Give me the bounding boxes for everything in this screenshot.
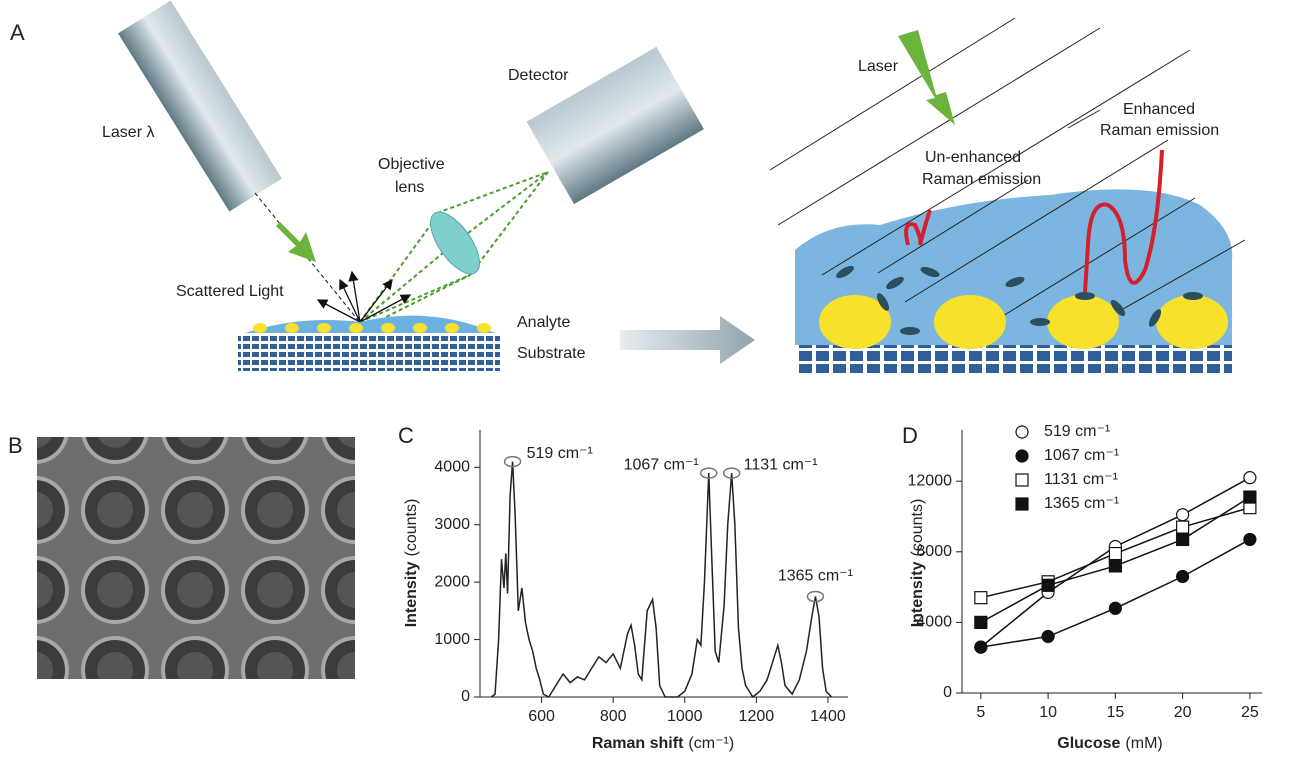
- scatter-arrows: [318, 272, 410, 322]
- point: [1109, 548, 1121, 560]
- panel-label: B: [8, 433, 23, 458]
- point: [975, 641, 987, 653]
- point: [975, 616, 987, 628]
- point: [1109, 602, 1121, 614]
- point: [1244, 491, 1256, 503]
- point: [975, 592, 987, 604]
- point: [1244, 533, 1256, 545]
- point: [1042, 631, 1054, 643]
- y-tick-label: 4000: [434, 459, 470, 476]
- y-label-unit: (counts): [909, 499, 926, 557]
- substrate: [238, 333, 500, 371]
- laser-arrow: [276, 222, 316, 262]
- y-tick-label: 3000: [434, 516, 470, 533]
- label: Substrate: [517, 345, 586, 362]
- y-tick-label: 0: [943, 684, 952, 701]
- point: [1177, 521, 1189, 533]
- y-label-bold: Intensity: [403, 561, 420, 627]
- point: [1244, 472, 1256, 484]
- point: [1042, 579, 1054, 591]
- label: Enhanced: [1123, 101, 1195, 118]
- panel-label: C: [398, 423, 414, 448]
- laser-arrow-zoom: [898, 30, 955, 125]
- legend-marker: [1016, 426, 1028, 438]
- x-tick-label: 1200: [739, 708, 775, 725]
- substrate-zoom: [795, 345, 1232, 373]
- legend-label: 1067 cm⁻¹: [1044, 447, 1119, 464]
- x-tick-label: 600: [528, 708, 555, 725]
- legend-label: 1365 cm⁻¹: [1044, 495, 1119, 512]
- panel-label: A: [10, 20, 25, 45]
- point: [1109, 560, 1121, 572]
- peak-label: 519 cm⁻¹: [527, 445, 593, 462]
- lens: [421, 204, 489, 281]
- x-axis-label: Glucose (mM): [1057, 735, 1162, 752]
- peak-label: 1131 cm⁻¹: [744, 456, 818, 473]
- label: Scattered Light: [176, 283, 284, 300]
- transition-arrow: [620, 316, 755, 364]
- figure: A Laser λ Detector Objective lens Scatte…: [0, 0, 1291, 757]
- legend-marker: [1016, 450, 1028, 462]
- peak-label: 1067 cm⁻¹: [624, 456, 699, 473]
- legend-marker: [1016, 498, 1028, 510]
- sem-image: [37, 437, 355, 679]
- x-tick-label: 15: [1106, 704, 1124, 721]
- x-tick-label: 10: [1039, 704, 1057, 721]
- x-label-unit: (mM): [1125, 735, 1162, 752]
- legend-label: 519 cm⁻¹: [1044, 423, 1110, 440]
- label: Detector: [508, 67, 569, 84]
- label: Un-enhanced: [925, 149, 1021, 166]
- x-tick-label: 20: [1174, 704, 1192, 721]
- x-tick-label: 1000: [667, 708, 703, 725]
- page: A Laser λ Detector Objective lens Scatte…: [0, 0, 1291, 757]
- x-axis-label: Raman shift(cm⁻¹): [592, 735, 734, 752]
- x-label-unit: (cm⁻¹): [688, 735, 734, 752]
- point: [1177, 509, 1189, 521]
- laser: [118, 1, 282, 212]
- y-axis-label: Intensity (counts): [403, 499, 420, 628]
- x-tick-label: 1400: [810, 708, 846, 725]
- label: Analyte: [517, 314, 570, 331]
- point: [1177, 533, 1189, 545]
- x-label-bold: Glucose: [1057, 735, 1120, 752]
- point: [1177, 571, 1189, 583]
- y-axis-label: Intensity (counts): [909, 499, 926, 628]
- y-label-unit: (counts): [403, 499, 420, 557]
- label: Laser: [858, 58, 899, 75]
- peak-label: 1365 cm⁻¹: [778, 568, 853, 585]
- y-label-bold: Intensity: [909, 561, 926, 627]
- legend-marker: [1016, 474, 1028, 486]
- label: Raman emission: [922, 171, 1041, 188]
- y-tick-label: 2000: [434, 573, 470, 590]
- x-label-bold: Raman shift: [592, 735, 684, 752]
- y-tick-label: 0: [461, 688, 470, 705]
- x-tick-label: 800: [600, 708, 627, 725]
- legend-label: 1131 cm⁻¹: [1044, 471, 1118, 488]
- panel-a: A Laser λ Detector Objective lens Scatte…: [10, 1, 1245, 373]
- panel-label: D: [902, 423, 918, 448]
- label: lens: [395, 179, 424, 196]
- x-tick-label: 5: [976, 704, 985, 721]
- y-tick-label: 1000: [434, 631, 470, 648]
- label: Objective: [378, 156, 445, 173]
- label: Laser λ: [102, 124, 154, 141]
- x-tick-label: 25: [1241, 704, 1259, 721]
- panel-b: B: [8, 433, 355, 679]
- label: Raman emission: [1100, 122, 1219, 139]
- y-tick-label: 12000: [908, 472, 953, 489]
